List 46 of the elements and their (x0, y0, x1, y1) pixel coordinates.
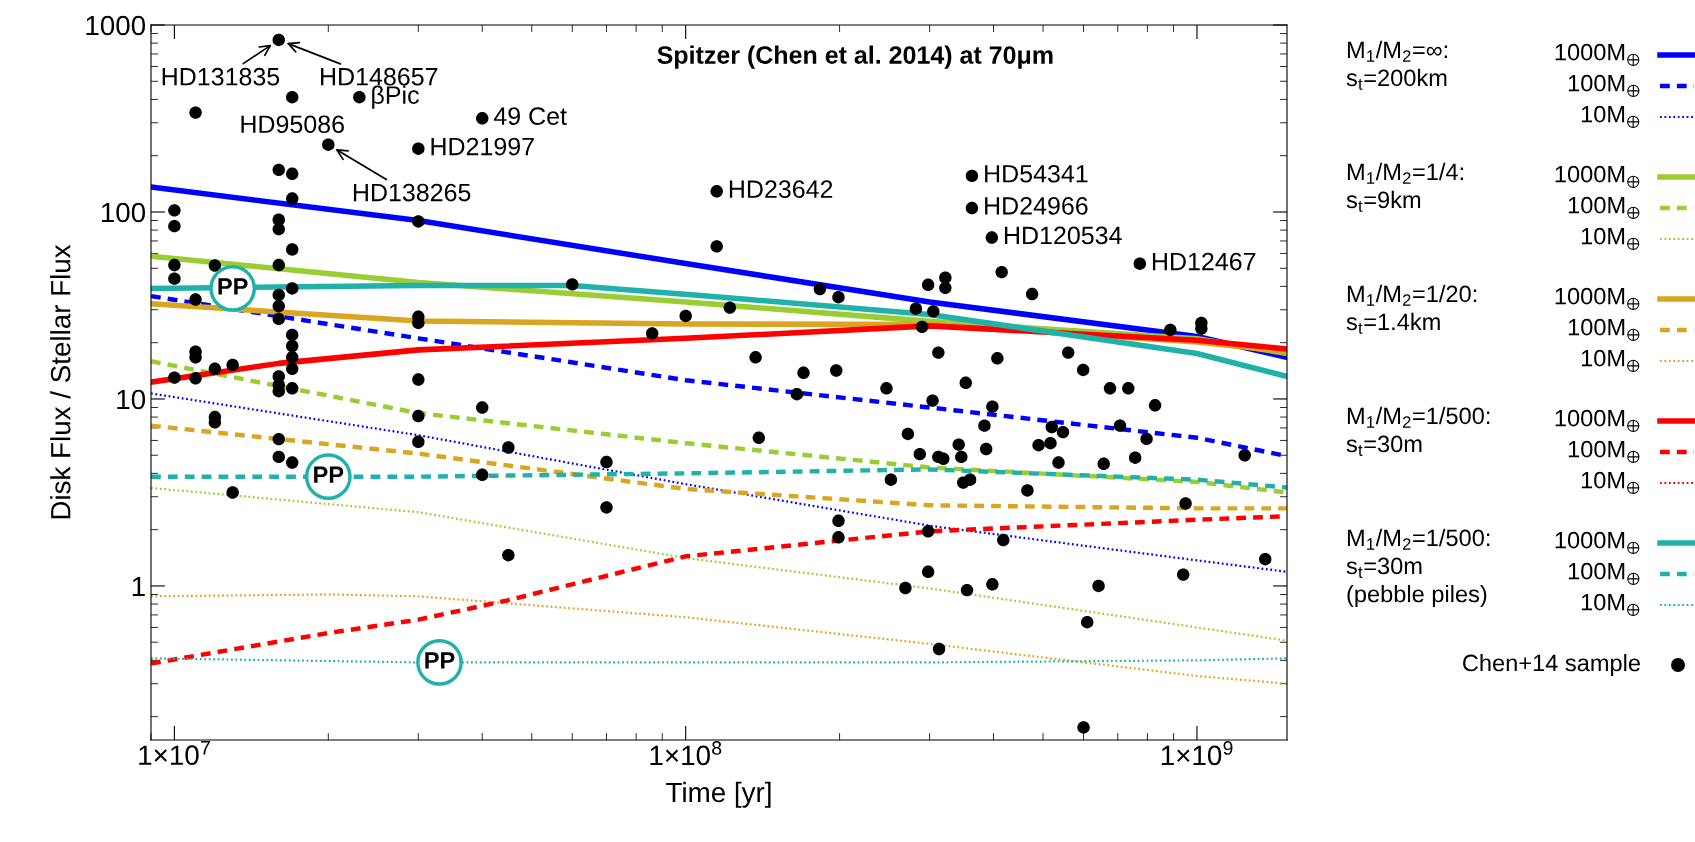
text: M$_{1}$/M$_{2}$=1/500: s$_{t}$=30m (1346, 406, 1490, 456)
x-tick-label: 1×10$^{7}$ (139, 741, 210, 766)
legend-label: 100M$_{⊕}$ (1568, 196, 1640, 219)
x-tick-label: 1×10$^{8}$ (650, 741, 722, 766)
legend-label: 10M$_{⊕}$ (1581, 593, 1640, 616)
annotation: HD54341 (985, 164, 1088, 183)
legend-label: 100M$_{⊕}$ (1568, 440, 1640, 463)
legend-label: 10M$_{⊕}$ (1581, 471, 1640, 494)
x-axis-title: Time [yr] (666, 781, 771, 808)
annotation: HD131835 (162, 67, 280, 86)
x-tick-label: 1×10$^{9}$ (1161, 741, 1233, 766)
annotation: HD12467 (1152, 252, 1256, 271)
legend-label: 1000M$_{⊕}$ (1555, 43, 1640, 66)
legend-label: 1000M$_{⊕}$ (1555, 409, 1640, 432)
legend-label: 10M$_{⊕}$ (1581, 227, 1640, 250)
legend-label: 1000M$_{⊕}$ (1555, 531, 1640, 554)
legend-label: 1000M$_{⊕}$ (1555, 287, 1640, 310)
annotation: HD148657 (321, 67, 438, 86)
annotation: HD138265 (353, 183, 471, 202)
annotation: HD120534 (1005, 226, 1122, 245)
y-axis-title: Disk Flux / Stellar Flux (50, 244, 71, 519)
annotation: βPic (372, 85, 419, 109)
annotation: PP (314, 466, 344, 483)
y-tick-label: 10 (117, 389, 146, 410)
legend-label: 100M$_{⊕}$ (1568, 74, 1640, 97)
legend-label: 1000M$_{⊕}$ (1555, 165, 1640, 188)
legend-label: Chen+14 sample (1463, 653, 1640, 677)
annotation: HD23642 (729, 180, 833, 199)
annotation: PP (425, 652, 455, 669)
text: Spitzer (Chen et al. 2014) at 70μm (657, 45, 1053, 69)
y-tick-label: 100 (101, 202, 146, 223)
annotation: HD21997 (431, 137, 534, 156)
legend-label: 100M$_{⊕}$ (1568, 562, 1640, 585)
text: M$_{1}$/M$_{2}$=∞: s$_{t}$=200km (1346, 40, 1447, 90)
legend-label: 10M$_{⊕}$ (1581, 349, 1640, 372)
annotation: PP (218, 278, 248, 295)
text: M$_{1}$/M$_{2}$=1/4: s$_{t}$=9km (1346, 162, 1463, 212)
y-tick-label: 1 (132, 576, 145, 597)
legend-label: 100M$_{⊕}$ (1568, 318, 1640, 341)
annotation: HD24966 (985, 197, 1088, 215)
text: M$_{1}$/M$_{2}$=1/500: s$_{t}$=30m (pebble piles) (1346, 528, 1490, 608)
annotation: HD95086 (241, 115, 344, 134)
text: M$_{1}$/M$_{2}$=1/20: s$_{t}$=1.4km (1346, 284, 1477, 334)
legend-label: 10M$_{⊕}$ (1581, 105, 1640, 128)
annotation: 49 Cet (493, 107, 567, 125)
y-tick-label: 1000 (86, 15, 146, 36)
